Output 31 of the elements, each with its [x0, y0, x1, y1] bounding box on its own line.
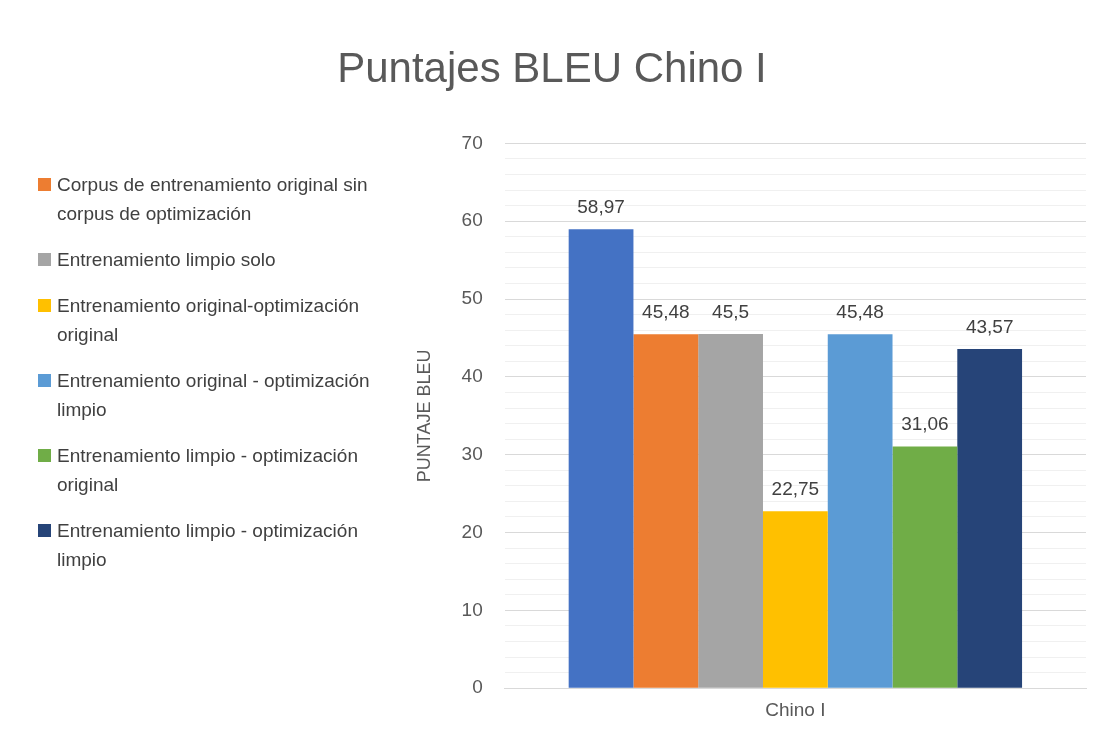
bar	[957, 349, 1023, 688]
y-tick-label: 10	[461, 598, 483, 620]
data-label: 43,57	[965, 315, 1014, 337]
legend-label: Entrenamiento limpio solo	[57, 248, 276, 272]
bar	[568, 229, 634, 688]
y-tick-label: 60	[461, 209, 483, 231]
legend-label: Corpus de entrenamiento original sin corpus de optimización	[57, 173, 369, 226]
y-tick-label: 50	[461, 287, 483, 309]
y-tick-label: 20	[461, 520, 483, 542]
legend-label: Entrenamiento limpio - optimización original	[57, 444, 359, 497]
data-label: 45,48	[642, 300, 690, 322]
y-tick-label: 70	[461, 131, 483, 153]
bar	[827, 334, 893, 688]
data-label: 45,5	[712, 300, 750, 322]
legend-label: Entrenamiento original - optimización limpio	[57, 369, 371, 422]
chart-title: Puntajes BLEU Chino I	[336, 44, 768, 92]
data-label: 45,48	[836, 300, 884, 322]
bar	[892, 446, 958, 688]
bar	[762, 511, 828, 688]
legend-label: Entrenamiento original-optimización original	[57, 294, 361, 347]
bar	[698, 334, 763, 688]
legend-label: Entrenamiento limpio - optimización limpio	[57, 519, 359, 572]
y-tick-label: 40	[461, 365, 483, 387]
y-tick-label: 0	[472, 676, 483, 698]
data-label: 31,06	[901, 413, 949, 435]
x-tick-label: Chino I	[765, 698, 826, 720]
bar	[633, 334, 699, 688]
y-tick-label: 30	[461, 442, 483, 464]
data-label: 22,75	[771, 477, 820, 499]
data-label: 58,97	[577, 195, 625, 217]
y-axis-title: PUNTAJE BLEU	[413, 349, 434, 483]
